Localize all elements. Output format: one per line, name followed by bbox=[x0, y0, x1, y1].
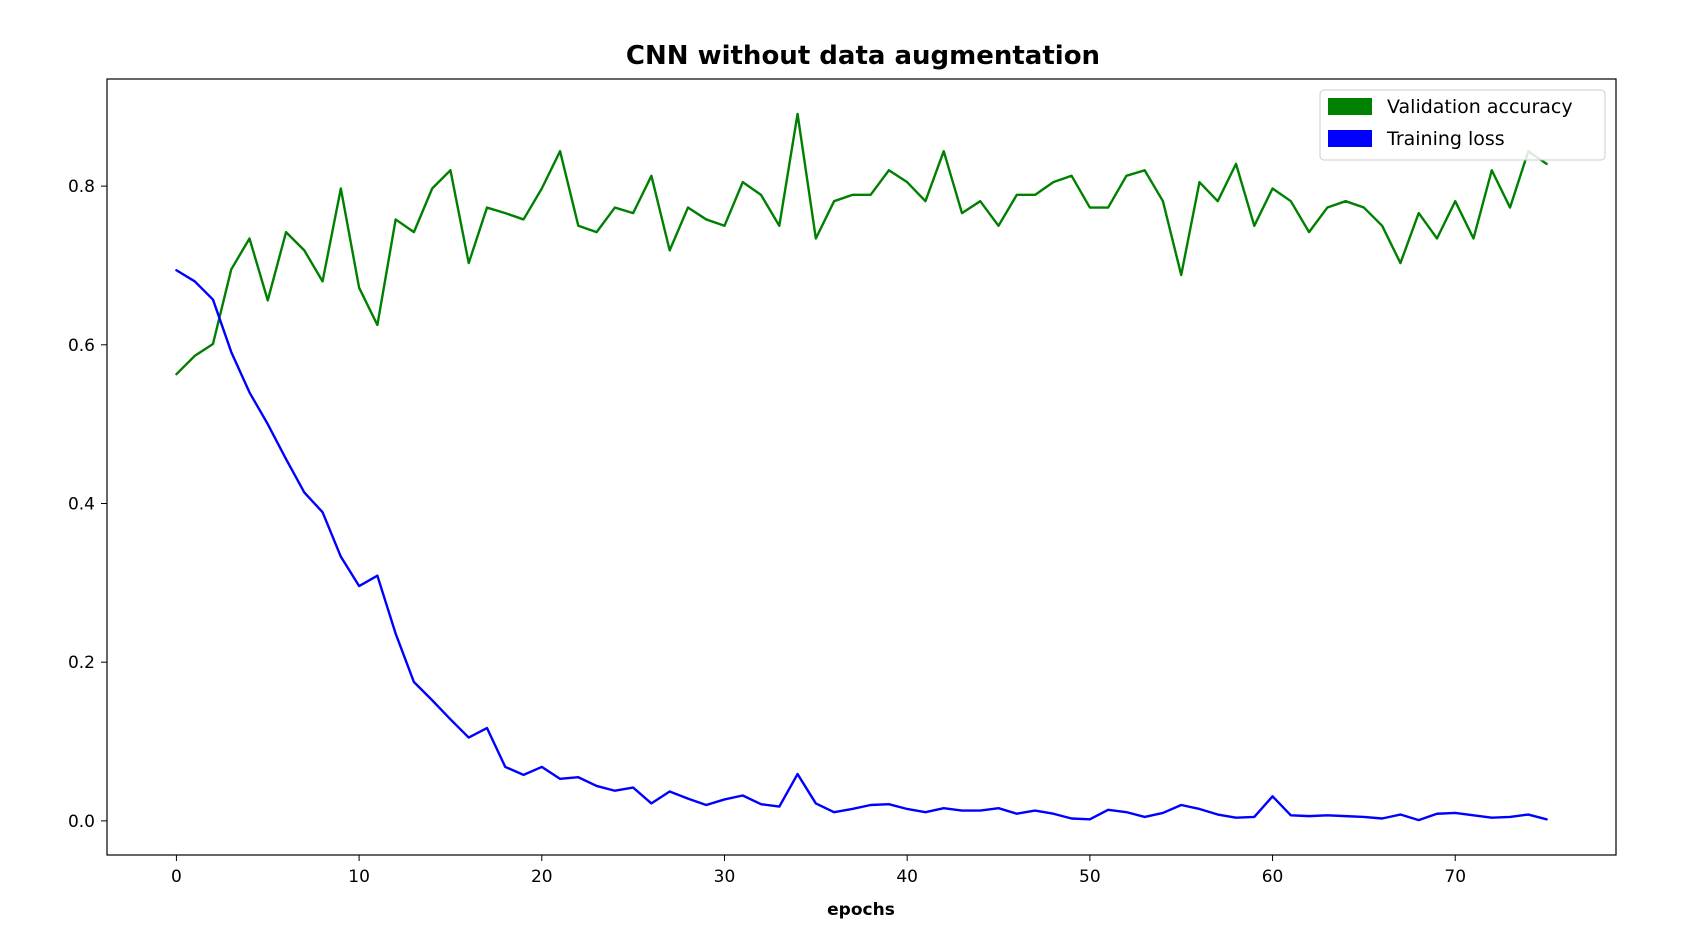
y-tick-label: 0.8 bbox=[68, 177, 95, 197]
x-tick-label: 10 bbox=[348, 867, 370, 887]
x-tick-label: 0 bbox=[171, 867, 182, 887]
x-tick-label: 70 bbox=[1444, 867, 1466, 887]
x-tick-label: 60 bbox=[1262, 867, 1284, 887]
plot-frame bbox=[106, 78, 1617, 856]
x-tick-label: 20 bbox=[531, 867, 553, 887]
x-axis-label: epochs bbox=[827, 900, 895, 920]
x-axis: 0 10 20 30 40 50 60 70 bbox=[171, 855, 1466, 887]
y-tick-label: 0.6 bbox=[68, 336, 95, 356]
y-tick-label: 0.2 bbox=[68, 653, 95, 673]
y-axis: 0.0 0.2 0.4 0.6 0.8 bbox=[68, 177, 107, 832]
x-tick-label: 50 bbox=[1079, 867, 1101, 887]
y-tick-label: 0.0 bbox=[68, 812, 95, 832]
plot-area bbox=[175, 112, 1548, 822]
legend-box bbox=[1319, 89, 1606, 161]
x-tick-label: 40 bbox=[896, 867, 918, 887]
legend-swatch-validation-accuracy bbox=[1328, 98, 1372, 115]
legend-swatch-training-loss bbox=[1328, 130, 1372, 147]
series-line-validation-accuracy bbox=[175, 112, 1548, 376]
legend-label-validation-accuracy: Validation accuracy bbox=[1387, 96, 1573, 118]
legend-label-training-loss: Training loss bbox=[1386, 128, 1505, 150]
legend: Validation accuracy Training loss bbox=[1319, 89, 1606, 161]
chart-title: CNN without data augmentation bbox=[626, 41, 1100, 71]
series-line-training-loss bbox=[175, 269, 1548, 822]
y-tick-label: 0.4 bbox=[68, 494, 95, 514]
x-tick-label: 30 bbox=[714, 867, 736, 887]
